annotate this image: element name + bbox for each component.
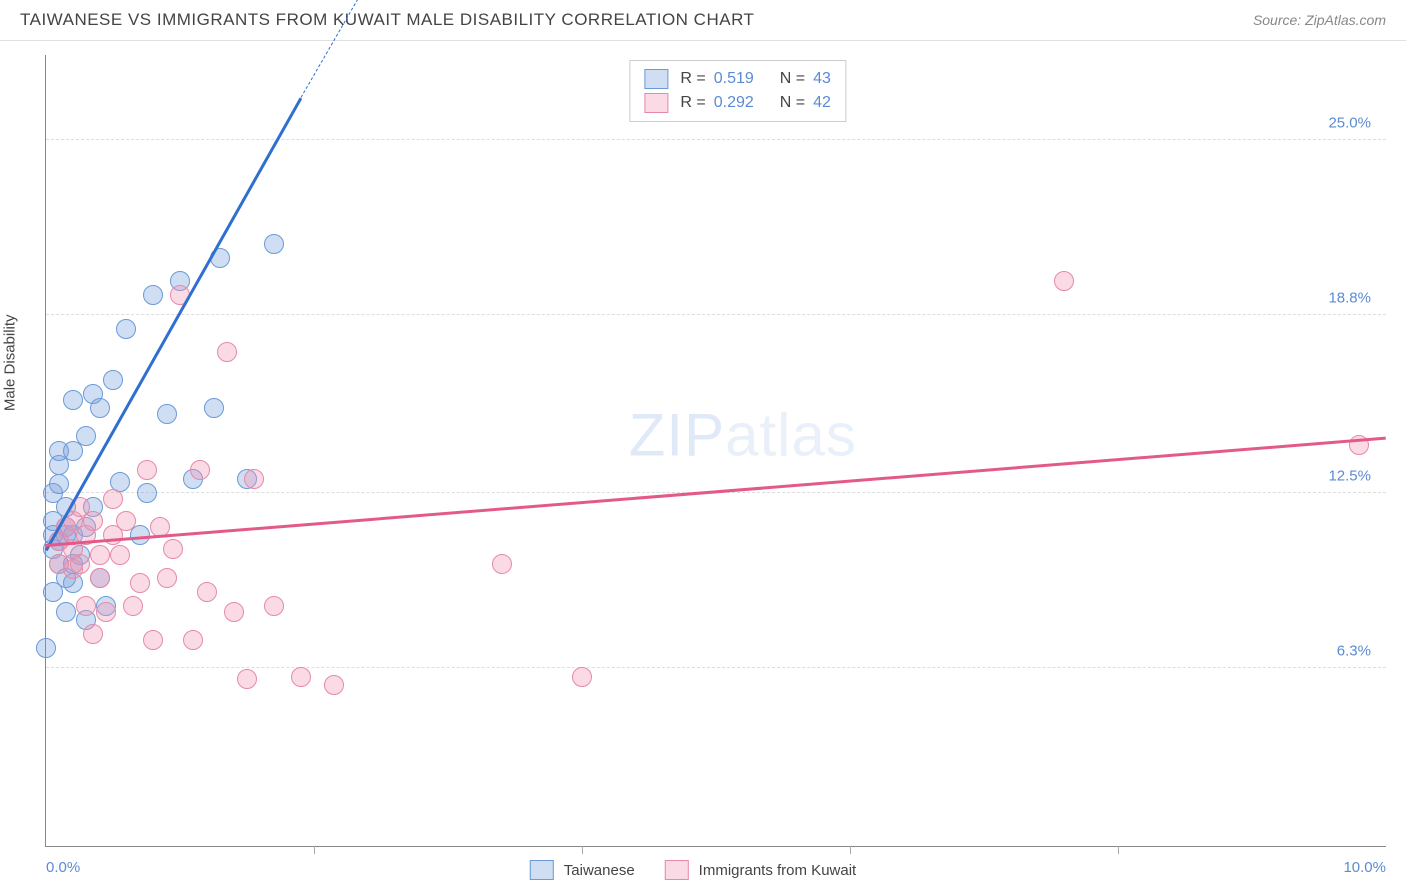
legend-r-label: R = bbox=[680, 70, 705, 88]
data-point bbox=[123, 596, 143, 616]
data-point bbox=[130, 573, 150, 593]
data-point bbox=[137, 483, 157, 503]
watermark-zip: ZIP bbox=[629, 401, 725, 468]
data-point bbox=[237, 669, 257, 689]
data-point bbox=[70, 554, 90, 574]
legend-series-label: Immigrants from Kuwait bbox=[699, 862, 857, 879]
data-point bbox=[76, 596, 96, 616]
data-point bbox=[116, 319, 136, 339]
data-point bbox=[204, 398, 224, 418]
data-point bbox=[116, 511, 136, 531]
y-tick-label: 12.5% bbox=[1328, 467, 1381, 484]
legend-stats-box: R = 0.519 N = 43 R = 0.292 N = 42 bbox=[629, 60, 846, 122]
watermark: ZIPatlas bbox=[629, 400, 857, 469]
data-point bbox=[157, 568, 177, 588]
legend-series: Taiwanese Immigrants from Kuwait bbox=[530, 860, 876, 880]
y-axis-title: Male Disability bbox=[2, 314, 19, 411]
data-point bbox=[76, 426, 96, 446]
data-point bbox=[63, 390, 83, 410]
chart-title: TAIWANESE VS IMMIGRANTS FROM KUWAIT MALE… bbox=[20, 10, 754, 30]
data-point bbox=[36, 638, 56, 658]
data-point bbox=[90, 545, 110, 565]
x-tick-label: 10.0% bbox=[1343, 859, 1386, 876]
data-point bbox=[572, 667, 592, 687]
data-point bbox=[492, 554, 512, 574]
legend-r-value: 0.519 bbox=[714, 70, 754, 88]
data-point bbox=[224, 602, 244, 622]
data-point bbox=[90, 568, 110, 588]
data-point bbox=[137, 460, 157, 480]
data-point bbox=[103, 489, 123, 509]
data-point bbox=[143, 630, 163, 650]
data-point bbox=[163, 539, 183, 559]
y-tick-label: 6.3% bbox=[1337, 643, 1381, 660]
legend-n-label: N = bbox=[780, 94, 805, 112]
data-point bbox=[244, 469, 264, 489]
legend-n-value: 43 bbox=[813, 70, 831, 88]
y-tick-label: 18.8% bbox=[1328, 289, 1381, 306]
data-point bbox=[56, 602, 76, 622]
legend-swatch bbox=[530, 860, 554, 880]
watermark-atlas: atlas bbox=[725, 401, 857, 468]
data-point bbox=[96, 602, 116, 622]
data-point bbox=[291, 667, 311, 687]
data-point bbox=[157, 404, 177, 424]
data-point bbox=[197, 582, 217, 602]
x-tick bbox=[582, 846, 583, 854]
data-point bbox=[49, 474, 69, 494]
legend-stats-row: R = 0.519 N = 43 bbox=[644, 67, 831, 91]
legend-n-label: N = bbox=[780, 70, 805, 88]
data-point bbox=[110, 545, 130, 565]
data-point bbox=[90, 398, 110, 418]
gridline-h bbox=[46, 139, 1386, 140]
chart-header: TAIWANESE VS IMMIGRANTS FROM KUWAIT MALE… bbox=[0, 0, 1406, 41]
legend-r-value: 0.292 bbox=[714, 94, 754, 112]
y-tick-label: 25.0% bbox=[1328, 114, 1381, 131]
data-point bbox=[190, 460, 210, 480]
data-point bbox=[324, 675, 344, 695]
data-point bbox=[1054, 271, 1074, 291]
gridline-h bbox=[46, 314, 1386, 315]
legend-swatch bbox=[644, 93, 668, 113]
x-tick bbox=[1118, 846, 1119, 854]
data-point bbox=[103, 370, 123, 390]
legend-swatch bbox=[665, 860, 689, 880]
data-point bbox=[264, 596, 284, 616]
x-tick bbox=[314, 846, 315, 854]
chart-source: Source: ZipAtlas.com bbox=[1253, 12, 1386, 28]
data-point bbox=[83, 624, 103, 644]
legend-stats-row: R = 0.292 N = 42 bbox=[644, 91, 831, 115]
data-point bbox=[143, 285, 163, 305]
x-tick-label: 0.0% bbox=[46, 859, 80, 876]
gridline-h bbox=[46, 667, 1386, 668]
x-tick bbox=[850, 846, 851, 854]
legend-series-label: Taiwanese bbox=[564, 862, 635, 879]
legend-n-value: 42 bbox=[813, 94, 831, 112]
data-point bbox=[217, 342, 237, 362]
chart-area: Male Disability ZIPatlas R =0.519N =43R … bbox=[45, 55, 1386, 847]
legend-r-label: R = bbox=[680, 94, 705, 112]
data-point bbox=[83, 511, 103, 531]
data-point bbox=[264, 234, 284, 254]
trend-line bbox=[45, 98, 302, 551]
data-point bbox=[183, 630, 203, 650]
plot-area: ZIPatlas R = 0.519 N = 43 R = 0.292 N = 42 6.3%… bbox=[45, 55, 1386, 847]
legend-swatch bbox=[644, 69, 668, 89]
